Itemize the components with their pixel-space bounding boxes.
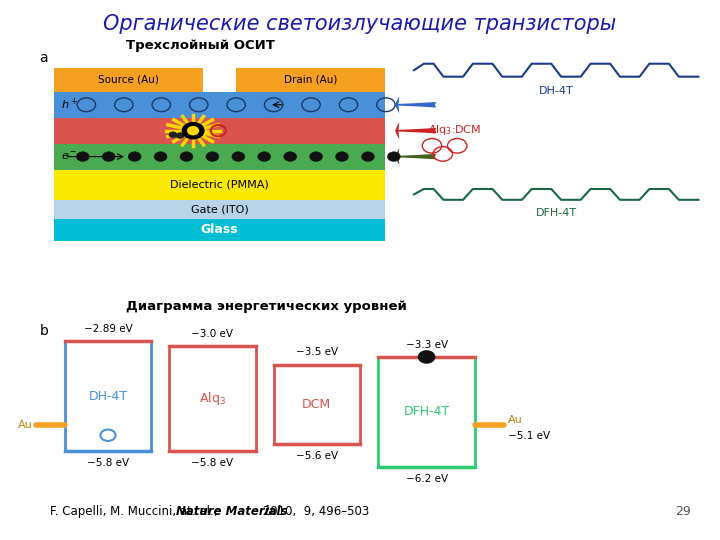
- Circle shape: [76, 152, 89, 161]
- Text: Трехслойный ОСИТ: Трехслойный ОСИТ: [126, 39, 275, 52]
- Circle shape: [176, 132, 184, 139]
- Circle shape: [361, 152, 374, 161]
- Text: DH-4T: DH-4T: [89, 390, 127, 403]
- Circle shape: [284, 152, 297, 161]
- Text: DFH-4T: DFH-4T: [403, 405, 450, 418]
- Circle shape: [310, 152, 323, 161]
- Text: −2.89 eV: −2.89 eV: [84, 325, 132, 334]
- Text: −6.2 eV: −6.2 eV: [405, 474, 448, 484]
- Text: −3.5 eV: −3.5 eV: [296, 347, 338, 357]
- Text: Au: Au: [18, 420, 32, 430]
- Text: −5.8 eV: −5.8 eV: [192, 458, 233, 469]
- Text: DFH-4T: DFH-4T: [536, 208, 577, 218]
- Text: −3.3 eV: −3.3 eV: [405, 340, 448, 350]
- Text: Glass: Glass: [201, 223, 238, 237]
- Text: $e^-$: $e^-$: [61, 151, 78, 162]
- Text: Органические светоизлучающие транзисторы: Органические светоизлучающие транзисторы: [104, 14, 616, 33]
- Bar: [54, 170, 385, 200]
- Circle shape: [168, 131, 177, 138]
- Circle shape: [128, 152, 141, 161]
- Bar: [65, 341, 151, 451]
- Circle shape: [418, 351, 435, 363]
- Bar: [236, 68, 385, 92]
- Bar: [54, 200, 385, 219]
- Text: −5.1 eV: −5.1 eV: [508, 431, 550, 441]
- Text: DH-4T: DH-4T: [539, 86, 574, 97]
- Text: Gate (ITO): Gate (ITO): [191, 204, 248, 214]
- Bar: [54, 219, 385, 241]
- Text: Nature Materials: Nature Materials: [176, 505, 288, 518]
- Bar: [169, 346, 256, 451]
- Circle shape: [336, 152, 348, 161]
- Text: 29: 29: [675, 505, 691, 518]
- Text: b: b: [40, 324, 48, 338]
- Text: −5.6 eV: −5.6 eV: [296, 451, 338, 461]
- Circle shape: [206, 152, 219, 161]
- Circle shape: [154, 152, 167, 161]
- Bar: [54, 118, 385, 144]
- Bar: [54, 92, 385, 118]
- Text: −3.0 eV: −3.0 eV: [192, 328, 233, 339]
- Text: Диаграмма энергетических уровней: Диаграмма энергетических уровней: [126, 300, 407, 313]
- Text: $h^+$: $h^+$: [61, 97, 78, 112]
- Circle shape: [387, 152, 400, 161]
- Bar: [274, 364, 360, 444]
- Text: Source (Au): Source (Au): [98, 75, 159, 85]
- Text: F. Capelli, M. Muccini, at. al.,: F. Capelli, M. Muccini, at. al.,: [50, 505, 222, 518]
- Text: Au: Au: [508, 415, 522, 424]
- Text: DCM: DCM: [302, 397, 331, 411]
- Text: a: a: [40, 51, 48, 65]
- Text: Alq$_3$: Alq$_3$: [199, 390, 226, 407]
- Text: Dielectric (PMMA): Dielectric (PMMA): [170, 180, 269, 190]
- Text: 2010,  9, 496–503: 2010, 9, 496–503: [259, 505, 369, 518]
- Bar: [54, 144, 385, 170]
- Circle shape: [102, 152, 115, 161]
- Circle shape: [188, 126, 199, 135]
- Bar: [378, 357, 475, 467]
- Circle shape: [180, 152, 193, 161]
- Bar: [54, 68, 203, 92]
- Text: −5.8 eV: −5.8 eV: [87, 458, 129, 469]
- Text: Alq$_3$:DCM: Alq$_3$:DCM: [428, 123, 482, 137]
- Circle shape: [182, 123, 204, 139]
- Circle shape: [258, 152, 271, 161]
- Text: Drain (Au): Drain (Au): [284, 75, 338, 85]
- Circle shape: [232, 152, 245, 161]
